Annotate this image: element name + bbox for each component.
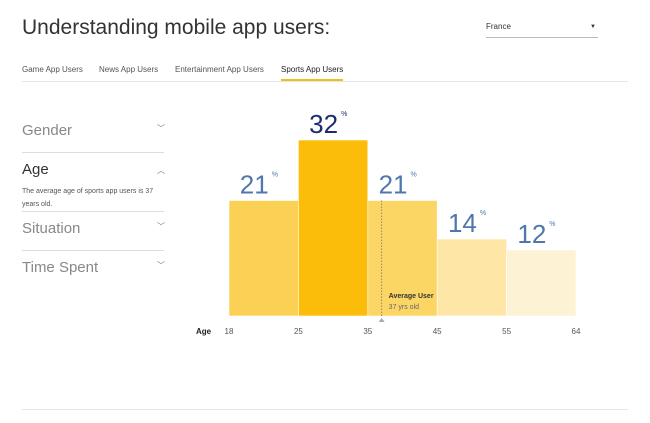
tab[interactable]: Entertainment App Users xyxy=(175,65,264,74)
accordion-description: The average age of sports app users is 3… xyxy=(22,188,154,208)
bar xyxy=(298,139,369,317)
dropdown-caret: ▼ xyxy=(590,24,596,30)
x-tick-label: 64 xyxy=(572,327,581,336)
value-unit: % xyxy=(272,172,278,179)
accordion-header[interactable]: Gender xyxy=(22,122,73,139)
accordion-divider xyxy=(22,152,164,153)
x-tick-label: 25 xyxy=(294,327,303,336)
bar xyxy=(228,200,299,317)
marker-pointer xyxy=(378,318,385,322)
tab-divider xyxy=(22,81,628,82)
chevron: ︿ xyxy=(157,166,165,175)
chevron: ﹀ xyxy=(157,124,165,133)
value-label: 12 xyxy=(517,219,546,249)
x-tick-label: 45 xyxy=(433,327,442,336)
x-tick-label: 18 xyxy=(225,327,234,336)
marker-label: Average User xyxy=(389,293,434,300)
x-axis-label: Age xyxy=(196,327,212,336)
bar xyxy=(436,238,507,317)
country-select[interactable]: France ▼ xyxy=(486,22,598,38)
footer-divider xyxy=(22,409,628,410)
value-unit: % xyxy=(480,210,486,217)
accordion-divider xyxy=(22,211,164,212)
value-label: 14 xyxy=(448,208,477,238)
value-label: 21 xyxy=(379,170,408,200)
x-tick-label: 35 xyxy=(363,327,372,336)
tab[interactable]: News App Users xyxy=(99,65,159,74)
accordion-header[interactable]: Time Spent xyxy=(22,259,99,276)
chevron: ﹀ xyxy=(157,261,165,270)
value-unit: % xyxy=(549,221,555,228)
value-label: 32 xyxy=(309,109,338,139)
marker-sublabel: 37 yrs old xyxy=(389,304,419,311)
tab[interactable]: Sports App Users xyxy=(281,65,344,81)
accordion-header[interactable]: Age xyxy=(22,161,49,178)
value-label: 21 xyxy=(240,170,269,200)
bar xyxy=(506,249,577,317)
page-title: Understanding mobile app users: xyxy=(22,16,331,39)
x-tick-label: 55 xyxy=(502,327,511,336)
value-unit: % xyxy=(341,111,347,118)
chevron: ﹀ xyxy=(157,222,165,231)
accordion-divider xyxy=(22,250,164,251)
tab[interactable]: Game App Users xyxy=(22,65,83,74)
value-unit: % xyxy=(411,172,417,179)
bar xyxy=(367,200,438,317)
country-value: France xyxy=(486,22,511,31)
accordion-header[interactable]: Situation xyxy=(22,220,81,237)
